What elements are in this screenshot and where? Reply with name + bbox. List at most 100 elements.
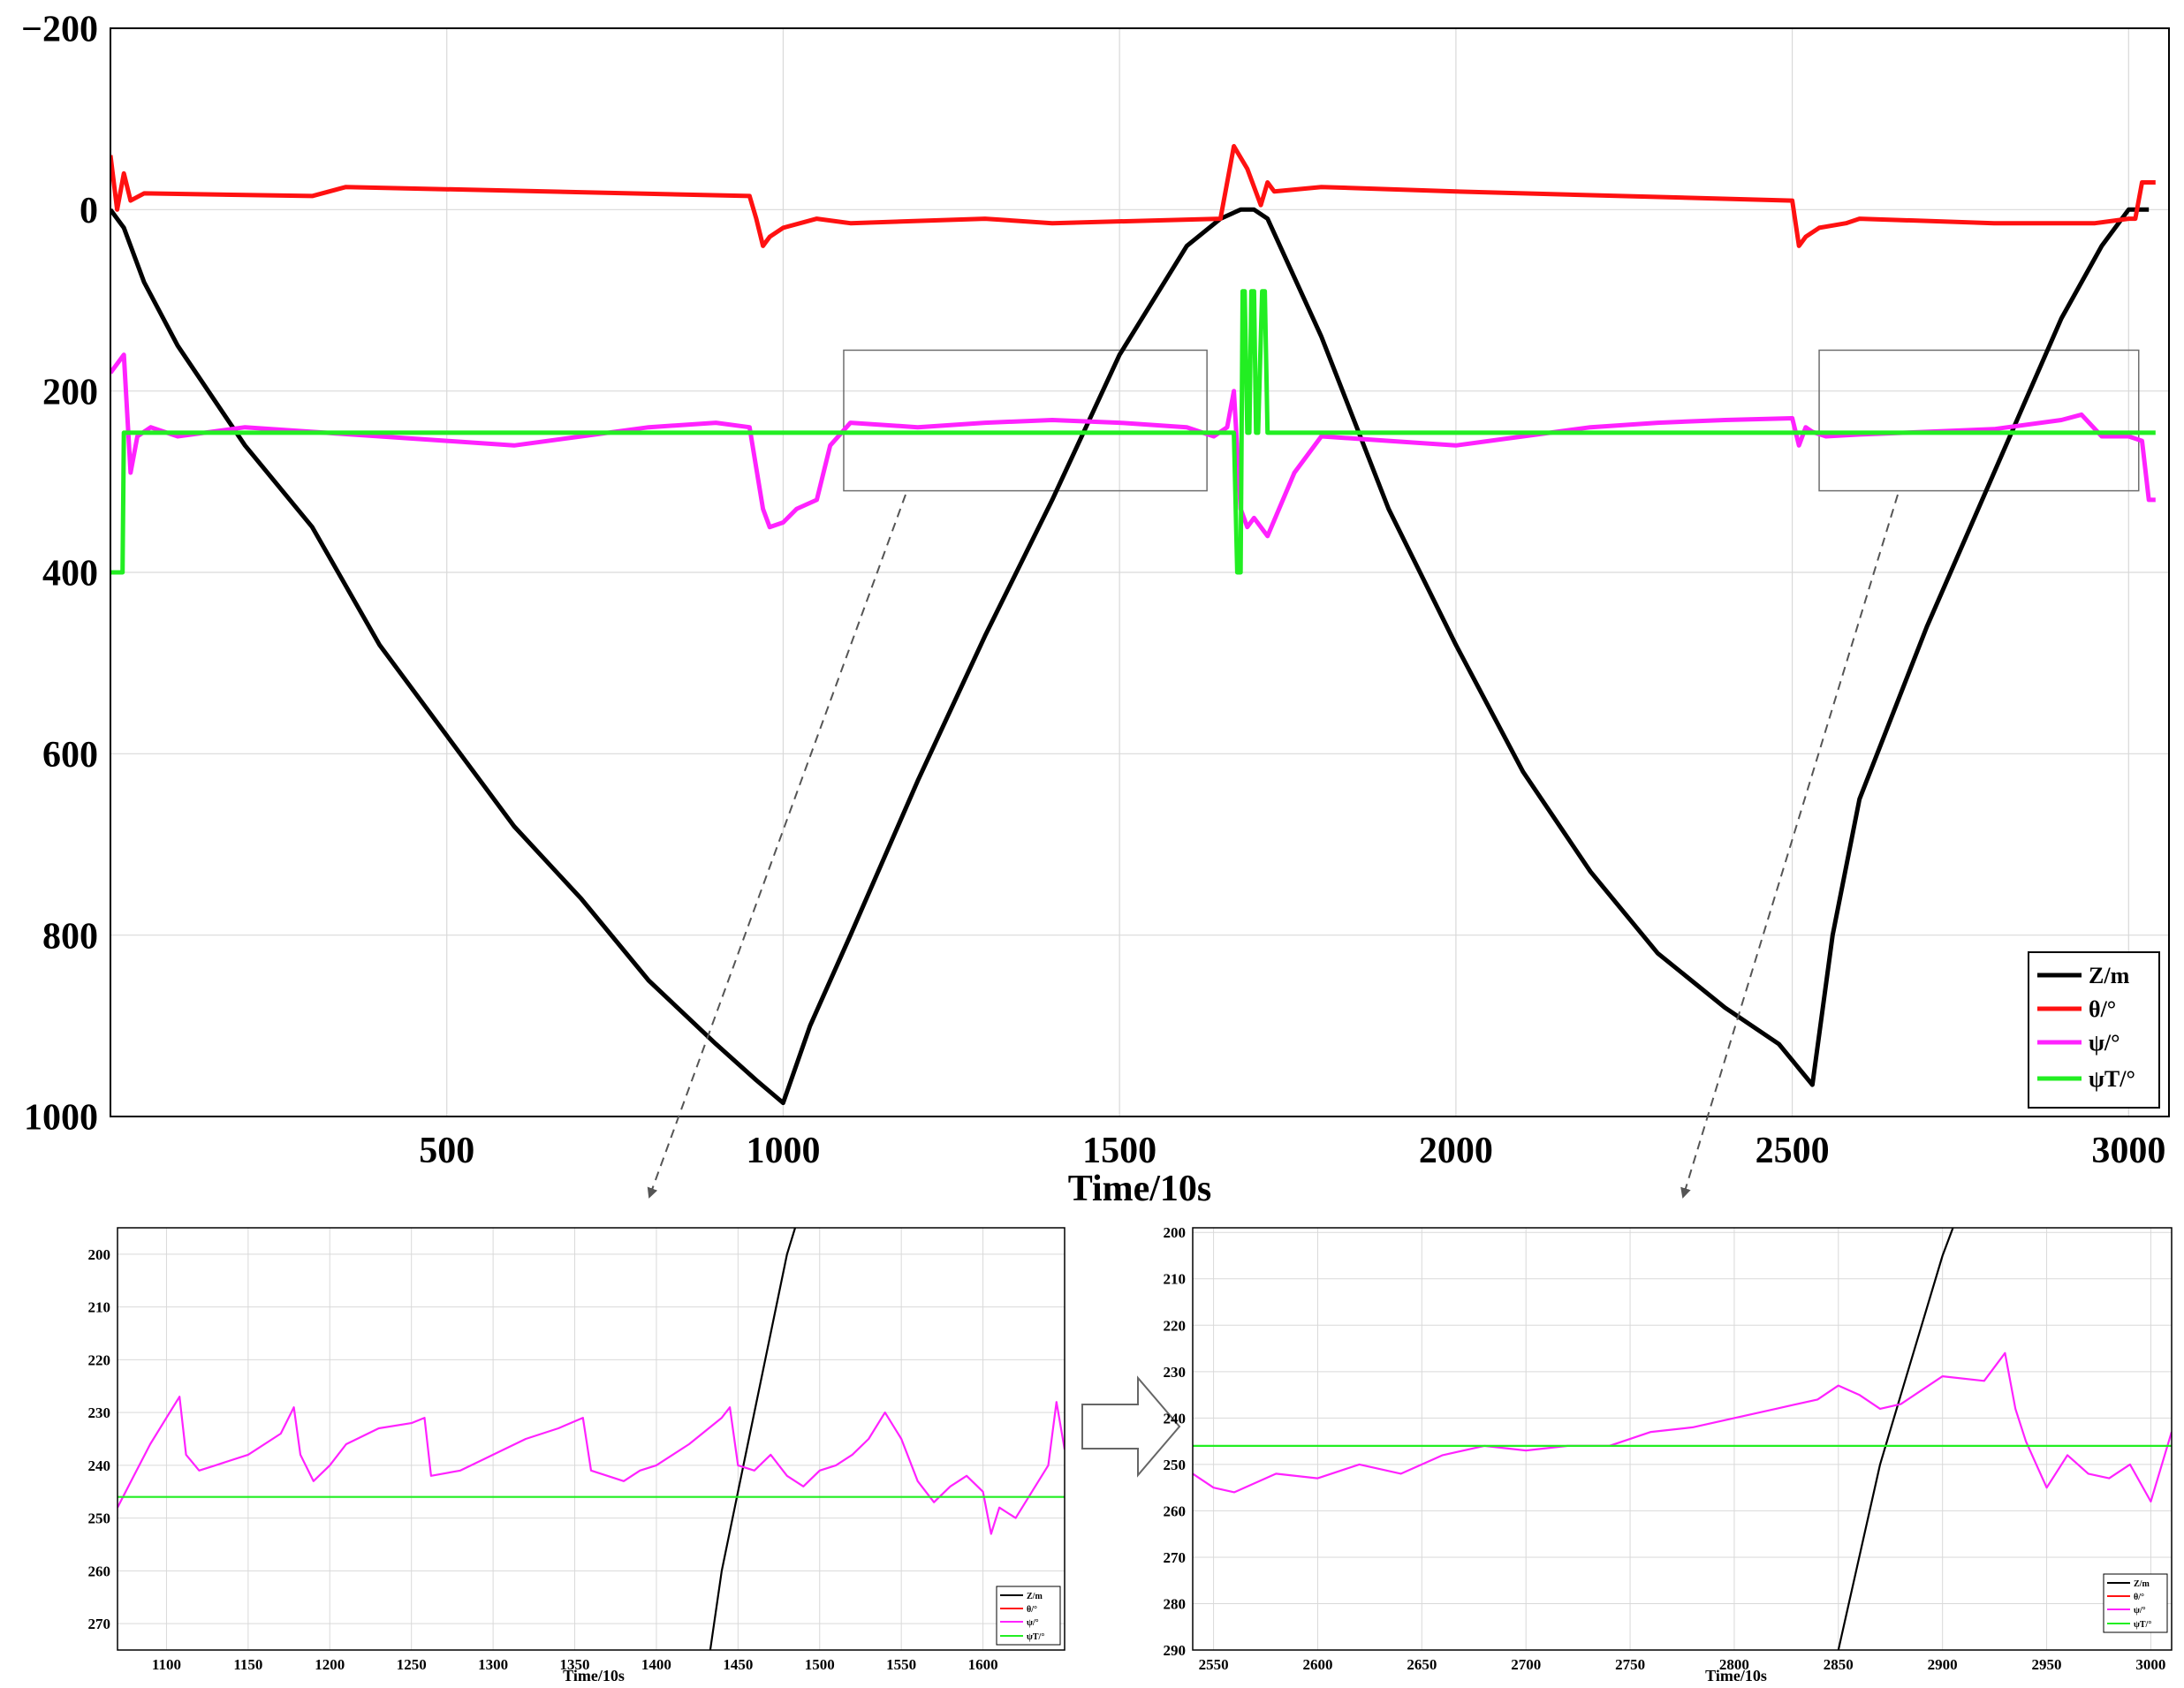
main-y-tick-label: 0: [80, 191, 98, 231]
zoom-left-legend-label-psi: ψ/°: [1027, 1618, 1039, 1628]
zoom-right-x-tick-label: 2700: [1511, 1656, 1541, 1673]
zoom-left-y-tick-labels: 200 210 220 230 240 250 260 270: [88, 1246, 111, 1632]
main-grid: [110, 27, 2169, 1117]
zoom-right-legend: Z/m θ/° ψ/° ψT/°: [2103, 1573, 2168, 1633]
zoom-left-x-axis-title: Time/10s: [563, 1667, 625, 1684]
zoom-right-y-tick-label: 260: [1164, 1503, 1187, 1519]
zoom-right-legend-label-z: Z/m: [2134, 1579, 2150, 1589]
zoom-right-x-tick-label: 2800: [1719, 1656, 1749, 1673]
main-x-tick-label: 2000: [1419, 1131, 1493, 1171]
zoom-right-y-tick-labels: 200 210 220 230 240 250 260 270 280 290: [1164, 1224, 1187, 1659]
main-chart: 500 1000 1500 2000 2500 3000 −200 0 200 400 600 80…: [21, 10, 2170, 1209]
zoom-left-x-tick-label: 1300: [478, 1656, 508, 1673]
zoom-right-legend-label-theta: θ/°: [2134, 1593, 2144, 1602]
zoom-left-series: [118, 1228, 1065, 1650]
main-y-tick-label: 800: [42, 916, 98, 957]
zoom-box-1: [1818, 349, 2140, 492]
main-series-psi: [110, 352, 2156, 539]
main-x-tick-label: 1500: [1082, 1131, 1156, 1171]
main-x-tick-label: 500: [419, 1131, 474, 1171]
main-series-clip: [110, 144, 2156, 1106]
zoom-left-series-clip: [118, 1228, 1065, 1650]
zoom-right-y-tick-label: 220: [1164, 1317, 1187, 1334]
main-series-z: [110, 207, 2150, 1106]
zoom-right-x-tick-label: 3000: [2135, 1656, 2165, 1673]
zoom-right-y-tick-label: 280: [1164, 1595, 1187, 1612]
main-x-tick-label: 1000: [746, 1131, 820, 1171]
zoom-left-x-tick-label: 1400: [641, 1656, 671, 1673]
zoom-left-grid: [118, 1228, 1065, 1650]
main-y-tick-label: −200: [21, 10, 98, 50]
zoom-right-y-tick-label: 290: [1164, 1642, 1187, 1659]
zoom-left-x-tick-labels: 1100 1150 1200 1250 1300 1350 1400 1450 1500 1550…: [152, 1656, 998, 1673]
zoom-right-x-tick-label: 2750: [1615, 1656, 1645, 1673]
zoom-right-x-tick-label: 2600: [1302, 1656, 1332, 1673]
zoom-right-y-tick-label: 200: [1164, 1224, 1187, 1241]
zoom-right-series-z: [1837, 1228, 1954, 1650]
zoom-left-y-tick-label: 270: [88, 1616, 111, 1632]
zoom-right-legend-label-psi-t: ψT/°: [2134, 1620, 2151, 1630]
main-x-tick-label: 2500: [1756, 1131, 1830, 1171]
zoom-right-y-tick-label: 210: [1164, 1271, 1187, 1288]
main-x-axis-title: Time/10s: [1068, 1169, 1212, 1209]
zoom-left-x-tick-label: 1500: [805, 1656, 835, 1673]
zoom-right-y-tick-label: 240: [1164, 1410, 1187, 1427]
zoom-left-series-psi: [118, 1396, 1065, 1535]
zoom-left-y-tick-label: 260: [88, 1563, 111, 1579]
zoom-connector-left: [647, 494, 906, 1199]
zoom-right-x-tick-label: 2650: [1407, 1656, 1437, 1673]
main-legend: Z/m θ/° ψ/° ψT/°: [2028, 951, 2160, 1109]
zoom-connector-right: [1680, 494, 1899, 1199]
main-y-tick-label: 1000: [24, 1098, 98, 1139]
main-series-theta: [110, 144, 2156, 248]
zoom-right-x-tick-label: 2550: [1199, 1656, 1229, 1673]
main-y-tick-label: 600: [42, 735, 98, 776]
zoom-left-legend: Z/m θ/° ψ/° ψT/°: [996, 1586, 1061, 1646]
zoom-left-y-tick-label: 210: [88, 1299, 111, 1316]
zoom-left-y-tick-label: 220: [88, 1351, 111, 1368]
zoom-right-chart: 2550 2600 2650 2700 2750 2800 2850 2900 2950 3000…: [1164, 1224, 2173, 1684]
zoom-left-series-z: [709, 1228, 797, 1650]
main-y-tick-label: 200: [42, 372, 98, 413]
zoom-right-series-clip: [1193, 1228, 2172, 1650]
zoom-right-x-tick-labels: 2550 2600 2650 2700 2750 2800 2850 2900 2950 3000: [1199, 1656, 2166, 1673]
legend-label-psi-t: ψT/°: [2089, 1066, 2135, 1092]
main-series-psi-t: [110, 289, 2156, 575]
zoom-left-x-tick-label: 1200: [315, 1656, 345, 1673]
main-x-tick-labels: 500 1000 1500 2000 2500 3000: [419, 1131, 2165, 1171]
legend-box: [2028, 951, 2160, 1109]
zoom-left-x-tick-label: 1600: [968, 1656, 998, 1673]
zoom-left-y-tick-label: 200: [88, 1246, 111, 1263]
zoom-right-x-tick-label: 2950: [2032, 1656, 2062, 1673]
zoom-right-y-tick-label: 250: [1164, 1457, 1187, 1473]
legend-label-theta: θ/°: [2089, 996, 2116, 1022]
zoom-left-chart: 1100 1150 1200 1250 1300 1350 1400 1450 1500 1550…: [88, 1227, 1065, 1684]
zoom-left-x-tick-label: 1450: [723, 1656, 753, 1673]
main-y-tick-labels: −200 0 200 400 600 800 1000: [21, 10, 98, 1139]
main-x-tick-label: 3000: [2091, 1131, 2165, 1171]
zoom-left-y-tick-label: 250: [88, 1510, 111, 1527]
zoom-left-x-tick-label: 1250: [397, 1656, 427, 1673]
legend-label-z: Z/m: [2089, 963, 2130, 988]
main-zoom-boxes: [843, 349, 2140, 492]
zoom-left-x-tick-label: 1350: [560, 1656, 590, 1673]
hollow-right-arrow-icon: [1081, 1375, 1181, 1478]
zoom-right-y-tick-label: 230: [1164, 1364, 1187, 1381]
zoom-left-x-tick-label: 1100: [152, 1656, 181, 1673]
zoom-right-series-psi: [1193, 1351, 2172, 1503]
zoom-right-x-tick-label: 2850: [1824, 1656, 1854, 1673]
zoom-right-series: [1193, 1228, 2172, 1650]
legend-label-psi: ψ/°: [2089, 1030, 2120, 1056]
main-series: [110, 144, 2156, 1106]
zoom-left-plot-frame: [117, 1227, 1065, 1651]
zoom-left-x-tick-label: 1550: [886, 1656, 916, 1673]
zoom-left-legend-label-theta: θ/°: [1027, 1605, 1037, 1615]
zoom-right-x-tick-label: 2900: [1928, 1656, 1958, 1673]
zoom-right-x-axis-title: Time/10s: [1705, 1667, 1767, 1684]
zoom-right-legend-label-psi: ψ/°: [2134, 1606, 2146, 1616]
zoom-left-y-tick-label: 230: [88, 1404, 111, 1421]
main-plot-frame: [110, 27, 2170, 1117]
zoom-left-legend-label-psi-t: ψT/°: [1027, 1632, 1044, 1642]
zoom-right-y-tick-label: 270: [1164, 1549, 1187, 1566]
